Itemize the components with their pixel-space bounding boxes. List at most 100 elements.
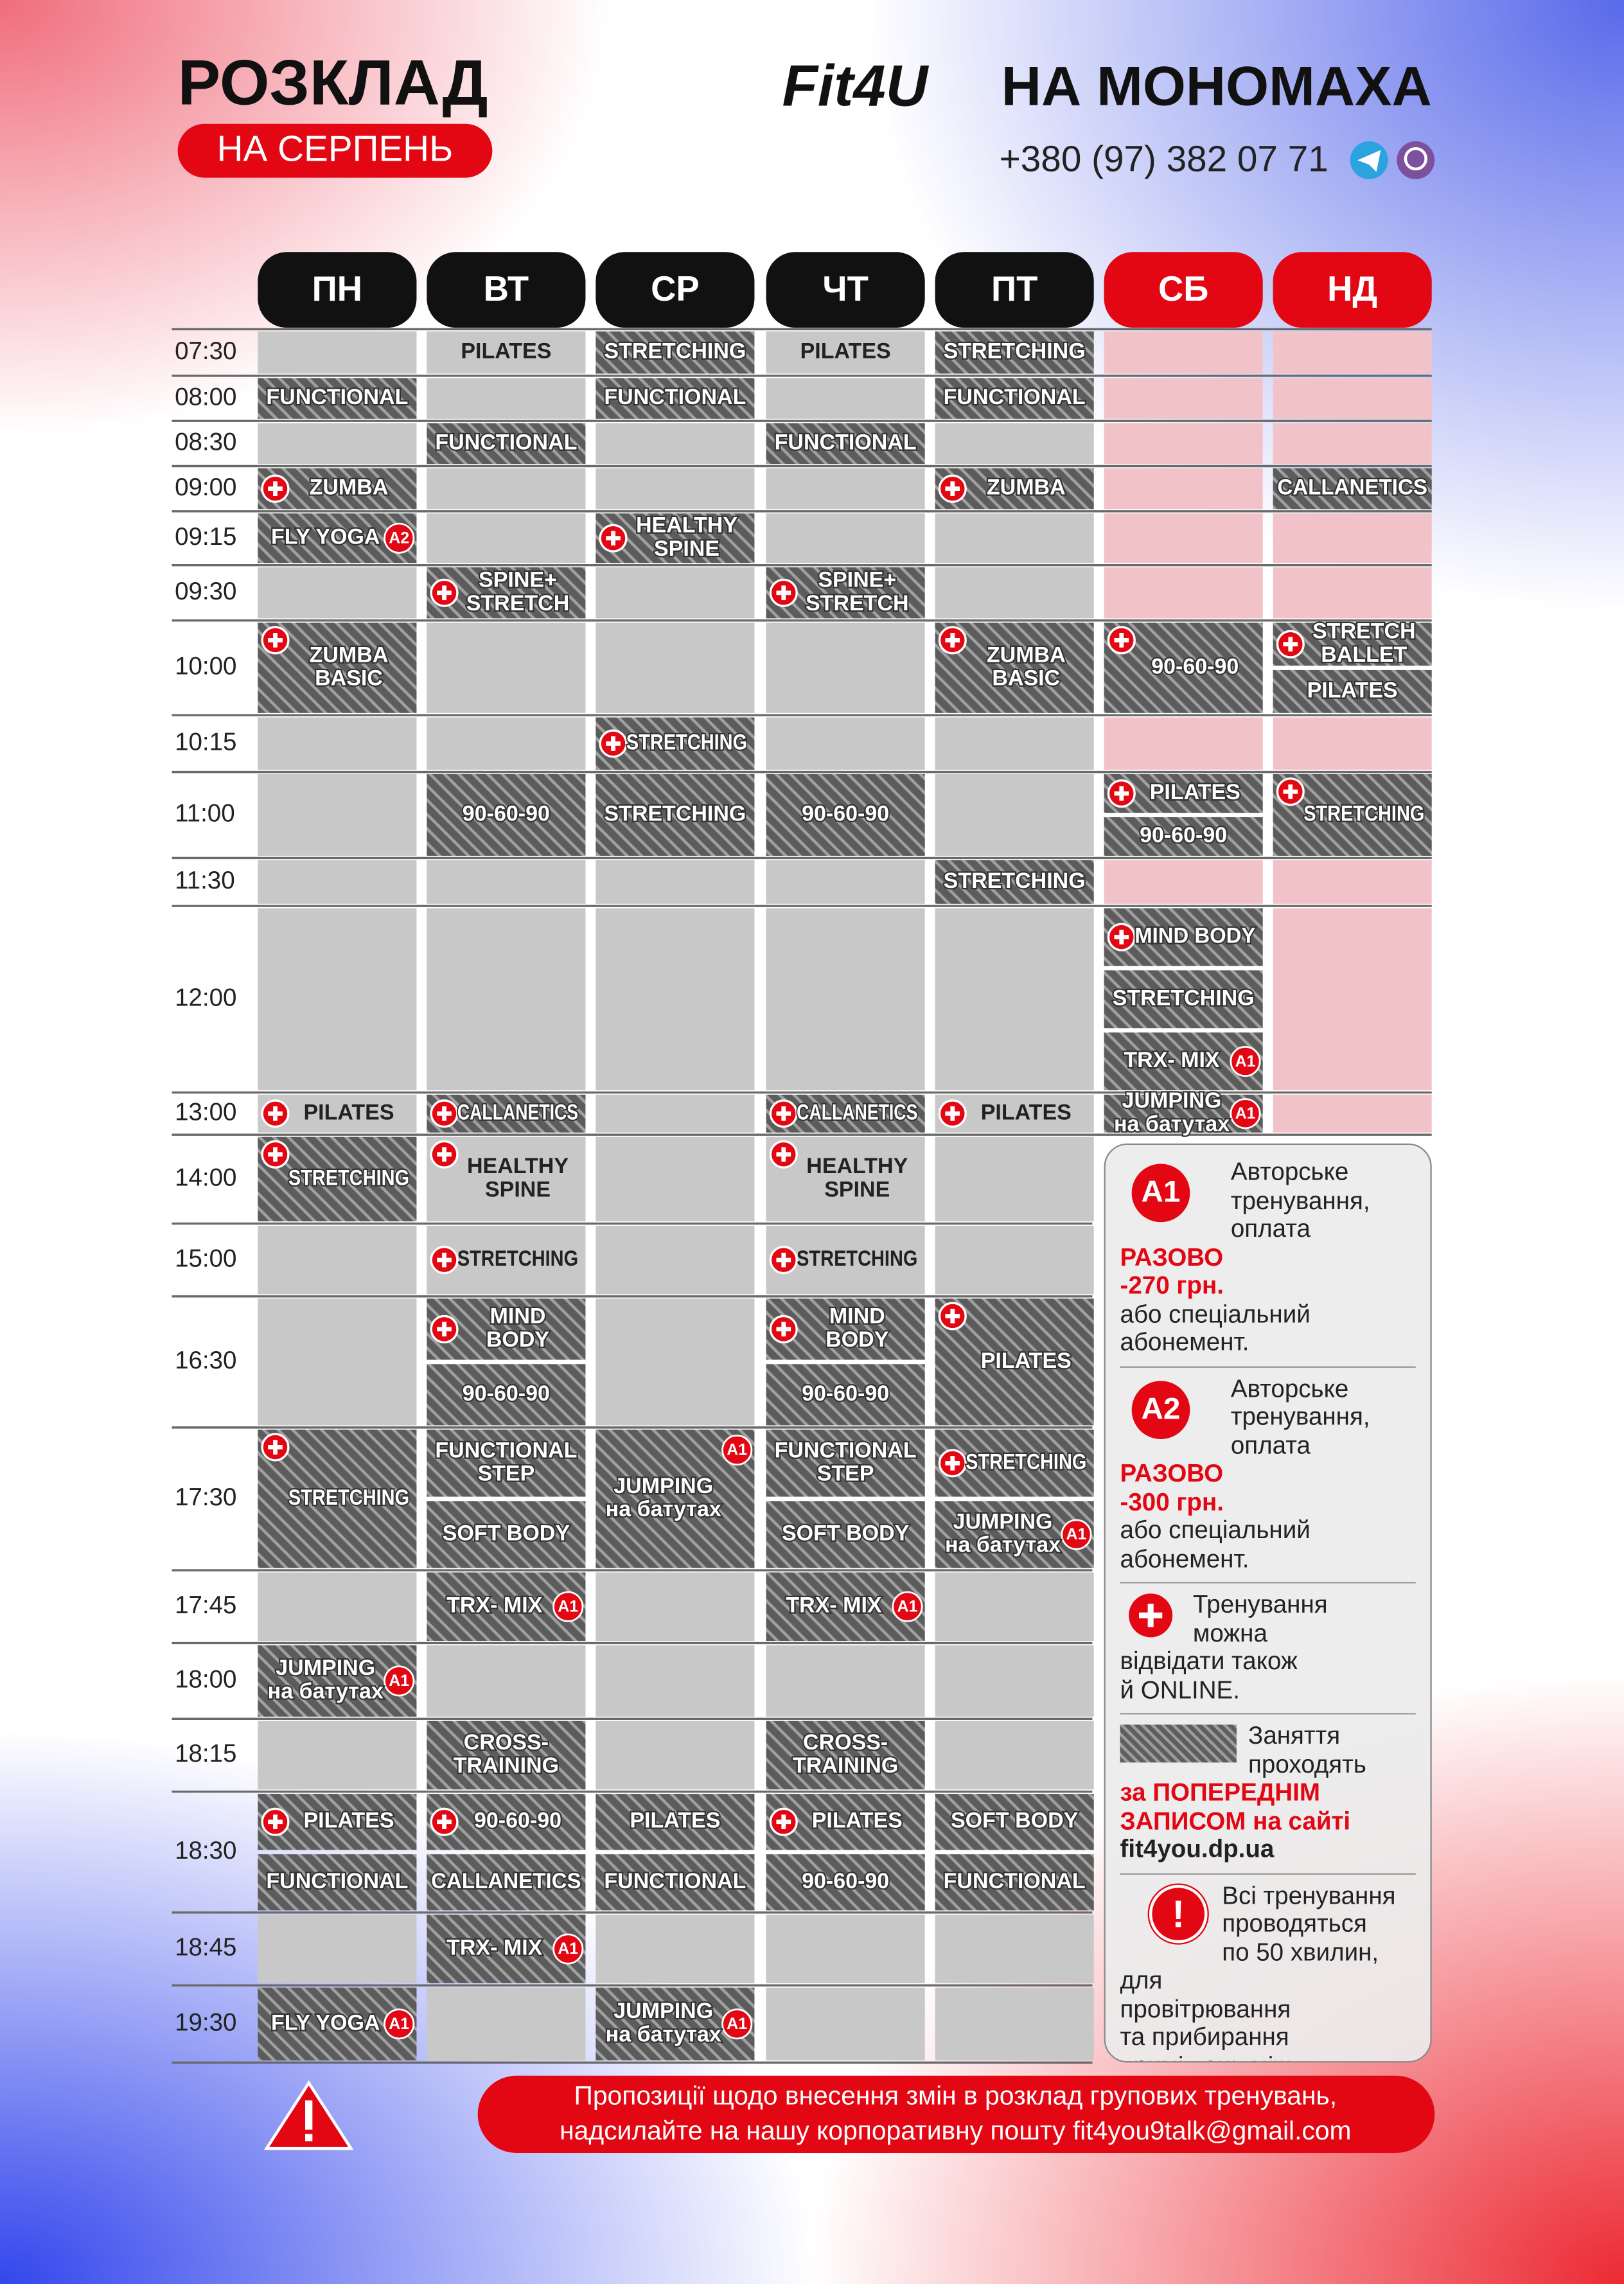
session-cell <box>935 1854 1094 1911</box>
session-cell <box>935 1794 1094 1850</box>
tag-badge <box>721 2008 753 2040</box>
time-label: 09:15 <box>175 523 236 551</box>
legend-line: та прибирання <box>1120 2023 1416 2051</box>
empty-cell <box>1273 860 1432 904</box>
online-plus <box>442 585 446 601</box>
session-name: CALLANETICS <box>1277 475 1427 500</box>
empty-cell <box>258 860 417 904</box>
legend-item: A1 Авторське тренування, оплата РАЗОВО -270 … <box>1120 1151 1416 1367</box>
session-name: STRETCHING <box>626 730 747 754</box>
day-name: ЧТ <box>822 269 868 308</box>
session-name: TRX- MIX <box>446 1593 543 1618</box>
empty-cell <box>596 1915 755 1983</box>
empty-cell <box>596 1094 755 1133</box>
session-name: STRETCHING <box>288 1165 409 1190</box>
session-cell <box>596 378 755 419</box>
online-icon <box>261 1099 290 1128</box>
legend-item: Тренування можна відвідати також й ONLINE. <box>1120 1583 1416 1715</box>
session-name: STRETCHING <box>604 339 746 364</box>
empty-cell <box>596 468 755 509</box>
empty-cell <box>766 468 925 509</box>
day-header <box>258 252 417 328</box>
tag-label: A1 <box>1066 1525 1087 1543</box>
warning-glyph <box>304 2100 313 2130</box>
legend-text: або спеціальний <box>1120 1300 1311 1328</box>
session-name: CROSS- <box>464 1730 549 1755</box>
time-label: 16:30 <box>175 1347 236 1374</box>
session-name: 90-60-90 <box>463 801 550 826</box>
empty-cell <box>596 860 755 904</box>
legend-line: fit4you.dp.ua <box>1120 1836 1416 1864</box>
session-name: FUNCTIONAL <box>604 385 746 409</box>
time-label: 11:30 <box>175 867 235 894</box>
legend-line: провітрювання <box>1120 1995 1416 2023</box>
empty-cell <box>596 1137 755 1222</box>
empty-cell <box>1273 513 1432 563</box>
online-plus <box>273 481 278 496</box>
day-header <box>596 252 755 328</box>
empty-cell <box>1104 717 1263 770</box>
online-plus <box>1119 786 1124 801</box>
legend-text: Авторське <box>1230 1158 1349 1186</box>
session-name: HEALTHY <box>467 1154 569 1178</box>
online-icon <box>1107 923 1136 952</box>
time-label: 15:00 <box>175 1244 236 1272</box>
session-name: JUMPING <box>953 1509 1053 1534</box>
empty-cell <box>935 1721 1094 1790</box>
online-icon <box>430 1246 459 1275</box>
session-cell <box>1104 970 1263 1029</box>
legend-line: абонемент. <box>1120 1545 1416 1573</box>
online-icon <box>430 578 459 607</box>
day-name: ВТ <box>484 269 529 308</box>
phone: +380 (97) 382 07 71 <box>1000 139 1328 180</box>
online-icon <box>938 626 967 655</box>
online-plus <box>781 1106 786 1121</box>
day-header <box>935 252 1094 328</box>
session-name: PILATES <box>1307 678 1398 702</box>
session-name: 90-60-90 <box>1140 823 1227 847</box>
empty-cell <box>1104 423 1263 465</box>
brand: Fit4U <box>782 54 930 119</box>
session-name: FUNCTIONAL <box>604 1869 746 1893</box>
empty-cell <box>427 1987 586 2060</box>
session-name: TRX- MIX <box>446 1936 543 1960</box>
time-label: 18:15 <box>175 1740 236 1767</box>
legend-badge: A2 <box>1131 1380 1190 1439</box>
session-name: SPINE <box>485 1177 551 1201</box>
time-label: 07:30 <box>175 337 236 365</box>
empty-cell <box>596 1572 755 1642</box>
viber-glyph <box>1404 146 1427 171</box>
tag-label: A1 <box>1235 1104 1256 1122</box>
empty-cell <box>596 1225 755 1295</box>
session-cell <box>1273 669 1432 713</box>
online-icon <box>261 1140 290 1169</box>
online-plus <box>1288 637 1293 652</box>
time-label: 17:30 <box>175 1483 236 1511</box>
legend-text: Тренування <box>1192 1590 1328 1618</box>
empty-cell <box>935 1137 1094 1222</box>
legend-text: оплата <box>1230 1431 1311 1459</box>
session-name: STEP <box>817 1462 874 1486</box>
empty-cell <box>935 567 1094 619</box>
legend-text: абонемент. <box>1120 1328 1249 1356</box>
online-plus <box>442 1252 446 1268</box>
legend-line: оплата РАЗОВО <box>1120 1431 1416 1488</box>
session-cell <box>427 1721 586 1790</box>
session-cell <box>766 774 925 856</box>
empty-cell <box>1273 378 1432 419</box>
online-plus <box>950 1456 955 1471</box>
online-icon <box>261 474 290 503</box>
empty-cell <box>1104 331 1263 374</box>
tag-badge <box>1230 1046 1261 1077</box>
online-plus <box>950 481 955 496</box>
empty-cell <box>1273 1094 1432 1133</box>
session-name: CALLANETICS <box>457 1100 578 1124</box>
empty-cell <box>258 331 417 374</box>
tag-badge <box>552 1591 584 1622</box>
empty-cell <box>766 860 925 904</box>
tag-badge <box>1230 1098 1261 1129</box>
empty-cell <box>935 1645 1094 1717</box>
session-cell <box>766 1501 925 1568</box>
legend-line: або спеціальний <box>1120 1516 1416 1545</box>
